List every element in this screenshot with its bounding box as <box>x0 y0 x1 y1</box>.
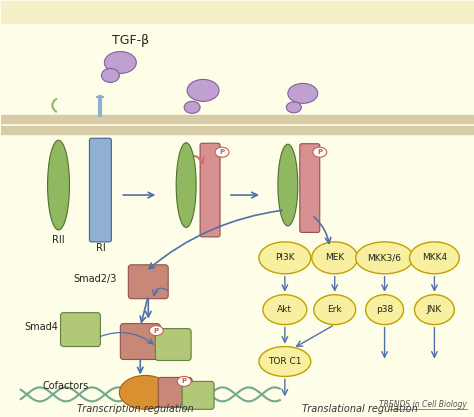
FancyBboxPatch shape <box>120 324 160 359</box>
Text: Translational regulation: Translational regulation <box>302 404 418 414</box>
FancyBboxPatch shape <box>158 377 192 407</box>
Text: Smad4: Smad4 <box>25 322 58 332</box>
FancyBboxPatch shape <box>155 329 191 360</box>
Ellipse shape <box>313 147 327 157</box>
Text: TGF-β: TGF-β <box>112 33 149 47</box>
Text: MKK4: MKK4 <box>422 254 447 262</box>
Text: P: P <box>219 149 225 155</box>
Ellipse shape <box>286 102 301 113</box>
Ellipse shape <box>47 140 70 230</box>
Ellipse shape <box>187 79 219 101</box>
Ellipse shape <box>410 242 459 274</box>
Text: p38: p38 <box>376 305 393 314</box>
Ellipse shape <box>288 83 318 103</box>
Text: Transcription regulation: Transcription regulation <box>77 404 193 414</box>
Ellipse shape <box>259 347 311 377</box>
Text: TOR C1: TOR C1 <box>268 357 301 366</box>
Text: Cofactors: Cofactors <box>42 382 89 392</box>
Text: Erk: Erk <box>328 305 342 314</box>
FancyBboxPatch shape <box>90 138 111 242</box>
Ellipse shape <box>104 52 137 73</box>
Ellipse shape <box>278 144 298 226</box>
Ellipse shape <box>101 68 119 83</box>
FancyBboxPatch shape <box>182 382 214 409</box>
Ellipse shape <box>365 295 403 324</box>
Text: JNK: JNK <box>427 305 442 314</box>
FancyBboxPatch shape <box>200 143 220 237</box>
Text: PI3K: PI3K <box>275 254 295 262</box>
Ellipse shape <box>215 147 229 157</box>
Ellipse shape <box>314 295 356 324</box>
Text: MEK: MEK <box>325 254 344 262</box>
Ellipse shape <box>149 326 163 336</box>
Ellipse shape <box>177 377 191 387</box>
Text: P: P <box>317 149 322 155</box>
Ellipse shape <box>414 295 455 324</box>
Text: Smad2/3: Smad2/3 <box>73 274 116 284</box>
Ellipse shape <box>119 375 171 409</box>
Text: Akt: Akt <box>277 305 292 314</box>
FancyBboxPatch shape <box>61 313 100 347</box>
Text: MKK3/6: MKK3/6 <box>367 254 401 262</box>
Text: RII: RII <box>52 235 65 245</box>
Ellipse shape <box>176 143 196 227</box>
Ellipse shape <box>356 242 413 274</box>
Text: P: P <box>182 378 187 384</box>
Ellipse shape <box>312 242 358 274</box>
FancyBboxPatch shape <box>128 265 168 299</box>
Text: TRENDS in Cell Biology: TRENDS in Cell Biology <box>380 400 467 409</box>
Ellipse shape <box>184 101 200 113</box>
FancyBboxPatch shape <box>300 144 320 232</box>
Text: RI: RI <box>96 243 105 253</box>
Text: P: P <box>154 328 159 334</box>
Ellipse shape <box>263 295 307 324</box>
Ellipse shape <box>259 242 311 274</box>
